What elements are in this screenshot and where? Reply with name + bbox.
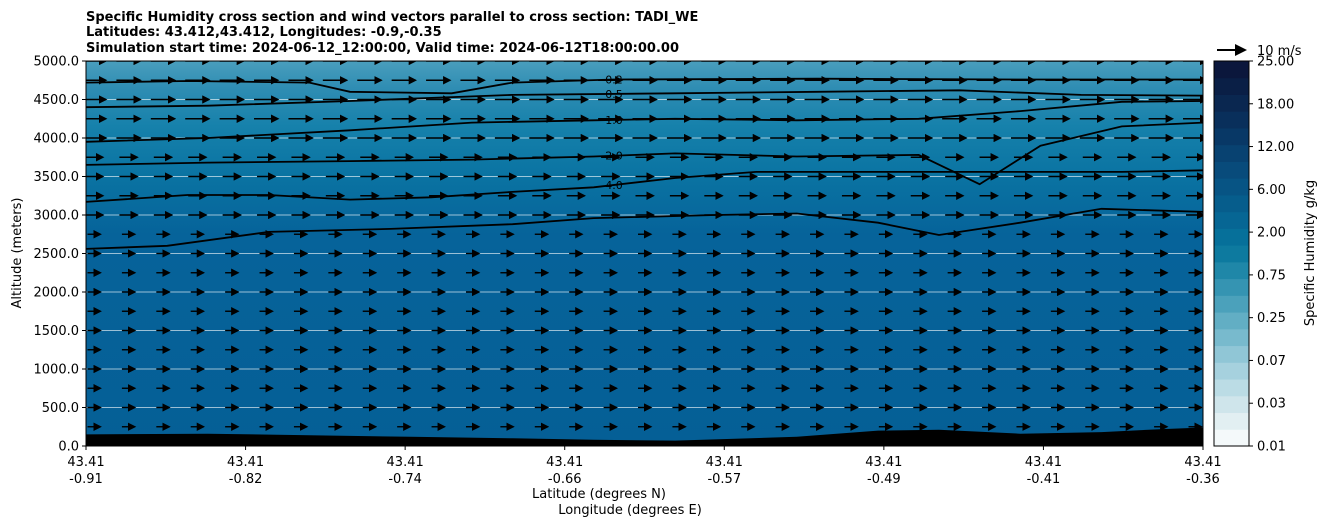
colorbar-frame bbox=[1213, 60, 1250, 447]
colorbar-band bbox=[1214, 111, 1249, 129]
y-axis-ticks: 0.0 500.0 1000.0 1500.0 2000.0 2500.0 3000.0 35… bbox=[34, 55, 86, 455]
terrain bbox=[86, 427, 1203, 446]
y-tick-label: 1000.0 bbox=[34, 363, 80, 378]
colorbar-band bbox=[1214, 395, 1249, 414]
y-axis-label: Altitude (meters) bbox=[10, 198, 25, 309]
y-tick-label: 5000.0 bbox=[34, 55, 80, 70]
x-tick-label-lon: -0.41 bbox=[1027, 472, 1061, 487]
colorbar-band bbox=[1214, 228, 1249, 246]
plot-area: 0.2 0.5 1.0 2.0 4.0 bbox=[86, 61, 1203, 446]
colorbar-band bbox=[1214, 178, 1249, 196]
colorbar-band bbox=[1214, 94, 1249, 112]
x-tick-label-lat: 43.41 bbox=[387, 455, 424, 470]
contour-line bbox=[86, 100, 1203, 143]
x-tick-label-lon: -0.57 bbox=[707, 472, 741, 487]
colorbar-tick-label: 6.00 bbox=[1257, 183, 1286, 198]
colorbar-band bbox=[1214, 127, 1249, 146]
colorbar-band bbox=[1214, 328, 1249, 347]
colorbar-tick-label: 18.00 bbox=[1257, 97, 1294, 112]
contour-line bbox=[86, 169, 1203, 203]
x-tick-label-lon: -0.36 bbox=[1186, 472, 1220, 487]
x-tick-label-lat: 43.41 bbox=[1184, 455, 1221, 470]
y-tick-label: 3000.0 bbox=[34, 209, 80, 224]
x-tick-label-lat: 43.41 bbox=[546, 455, 583, 470]
colorbar-tick-label: 0.07 bbox=[1257, 354, 1286, 369]
y-tick-label: 3500.0 bbox=[34, 170, 80, 185]
colorbar-band bbox=[1214, 245, 1249, 263]
colorbar-tick-label: 12.00 bbox=[1257, 140, 1294, 155]
contour-label: 1.0 bbox=[605, 114, 623, 127]
colorbar-band bbox=[1214, 295, 1249, 313]
y-tick-label: 500.0 bbox=[42, 401, 79, 416]
colorbar-tick-label: 25.00 bbox=[1257, 55, 1294, 70]
colorbar-band bbox=[1214, 161, 1249, 179]
colorbar-tick-label: 0.75 bbox=[1257, 268, 1286, 283]
colorbar: 0.01 0.03 0.07 0.25 0.75 2.00 6.00 12.00 18.00 25… bbox=[1214, 55, 1294, 455]
colorbar-band bbox=[1214, 345, 1249, 363]
colorbar-band bbox=[1214, 144, 1249, 162]
colorbar-band bbox=[1214, 194, 1249, 213]
colorbar-band bbox=[1214, 77, 1249, 95]
colorbar-tick-label: 0.03 bbox=[1257, 397, 1286, 412]
y-tick-label: 1500.0 bbox=[34, 324, 80, 339]
x-axis-label-longitude: Longitude (degrees E) bbox=[558, 503, 702, 518]
contour-lines: 0.2 0.5 1.0 2.0 4.0 bbox=[86, 73, 1203, 250]
colorbar-band bbox=[1214, 412, 1249, 430]
contour-line bbox=[86, 207, 1203, 250]
x-axis-label-latitude: Latitude (degrees N) bbox=[532, 487, 666, 502]
colorbar-label: Specific Humidity g/kg bbox=[1303, 180, 1318, 326]
colorbar-band bbox=[1214, 261, 1249, 280]
colorbar-band bbox=[1214, 429, 1249, 447]
colorbar-tick-label: 2.00 bbox=[1257, 226, 1286, 241]
x-tick-label-lat: 43.41 bbox=[865, 455, 902, 470]
chart-title-line-3: Simulation start time: 2024-06-12_12:00:… bbox=[86, 41, 679, 56]
y-tick-label: 4000.0 bbox=[34, 132, 80, 147]
x-tick-label-lon: -0.82 bbox=[229, 472, 263, 487]
contour-label: 0.5 bbox=[605, 88, 623, 101]
contour-label: 0.2 bbox=[605, 73, 623, 86]
x-tick-label-lat: 43.41 bbox=[227, 455, 264, 470]
contour-line bbox=[86, 77, 1203, 95]
colorbar-band bbox=[1214, 379, 1249, 397]
contour-line bbox=[86, 89, 1203, 109]
contour-label: 4.0 bbox=[605, 179, 623, 192]
quiver-key-label: 10 m/s bbox=[1257, 44, 1302, 59]
colorbar-band bbox=[1214, 278, 1249, 296]
x-tick-label-lon: -0.49 bbox=[867, 472, 901, 487]
colorbar-band bbox=[1214, 362, 1249, 380]
y-tick-label: 0.0 bbox=[58, 440, 79, 455]
x-tick-label-lat: 43.41 bbox=[1025, 455, 1062, 470]
x-tick-label-lat: 43.41 bbox=[67, 455, 104, 470]
chart-title-line-1: Specific Humidity cross section and wind… bbox=[86, 10, 698, 25]
y-tick-label: 2500.0 bbox=[34, 247, 80, 262]
y-tick-label: 2000.0 bbox=[34, 286, 80, 301]
chart-title-line-2: Latitudes: 43.412,43.412, Longitudes: -0… bbox=[86, 25, 442, 40]
x-tick-label-lon: -0.66 bbox=[548, 472, 582, 487]
contour-label: 2.0 bbox=[605, 150, 623, 163]
x-tick-label-lon: -0.91 bbox=[69, 472, 103, 487]
x-axis-ticks: 43.41 -0.91 43.41 -0.82 43.41 -0.74 43.41 -0.66… bbox=[67, 446, 1222, 487]
contour-line bbox=[86, 121, 1203, 186]
colorbar-tick-label: 0.01 bbox=[1257, 440, 1286, 455]
x-tick-label-lon: -0.74 bbox=[388, 472, 422, 487]
colorbar-band bbox=[1214, 312, 1249, 330]
colorbar-band bbox=[1214, 211, 1249, 229]
colorbar-tick-label: 0.25 bbox=[1257, 311, 1286, 326]
colorbar-band bbox=[1214, 61, 1249, 79]
x-tick-label-lat: 43.41 bbox=[706, 455, 743, 470]
y-tick-label: 4500.0 bbox=[34, 93, 80, 108]
